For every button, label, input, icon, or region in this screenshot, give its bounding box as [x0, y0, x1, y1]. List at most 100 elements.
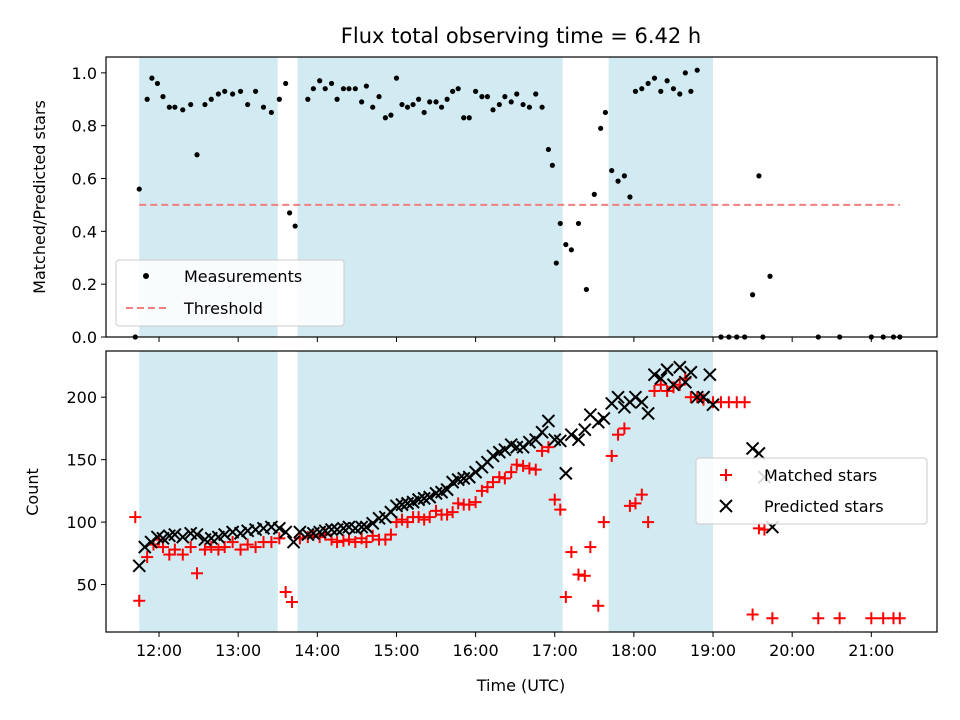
y-tick-label: 200: [66, 388, 97, 407]
y-tick-label: 0.8: [72, 117, 97, 136]
matched-star-point: [893, 612, 906, 625]
measurement-point: [575, 220, 582, 227]
predicted-star-point: [510, 440, 524, 454]
matched-star-point: [605, 449, 618, 462]
matched-star-point: [218, 541, 231, 554]
matched-star-point: [463, 498, 476, 511]
predicted-star-point: [286, 535, 301, 549]
x-tick-label: 20:00: [769, 641, 815, 660]
predicted-x-b: [583, 407, 598, 422]
predicted-x-b: [611, 390, 625, 404]
matched-star-point: [129, 511, 142, 524]
predicted-x-b: [440, 482, 454, 497]
predicted-x-b: [548, 432, 562, 447]
predicted-x-b: [641, 406, 655, 421]
predicted-x-b: [342, 520, 356, 534]
measurement-point: [322, 86, 328, 92]
measurement-point: [694, 67, 700, 73]
measurement-point: [317, 78, 323, 84]
predicted-star-point: [673, 360, 687, 374]
measurement-point: [222, 88, 228, 94]
matched-star-point: [168, 543, 181, 556]
measurement-point: [645, 80, 651, 87]
matched-star-point: [548, 493, 561, 506]
measurement-point: [230, 91, 236, 97]
measurement-point: [682, 70, 688, 76]
matched-star-point: [738, 396, 751, 409]
measurement-point: [370, 104, 376, 110]
top-y-axis-label: Matched/Predicted stars: [30, 100, 49, 294]
measurement-point: [376, 94, 382, 100]
bottom-legend-box: [695, 457, 928, 525]
predicted-x-b: [132, 559, 146, 573]
matched-star-point: [654, 378, 667, 391]
measurement-point: [767, 273, 773, 279]
measurement-point: [514, 91, 520, 97]
matched-star-point: [833, 612, 846, 625]
matched-star-point: [529, 463, 542, 476]
matched-star-point: [597, 516, 610, 529]
measurement-point: [553, 260, 559, 266]
measurement-point: [194, 152, 200, 158]
measurement-point: [202, 101, 208, 108]
matched-star-point: [133, 594, 146, 607]
measurement-point: [410, 101, 416, 108]
predicted-star-point: [611, 390, 625, 404]
measurement-point: [461, 115, 467, 121]
bottom-axis-ticks: 12:00 13:00 14:00 15:00 16:00 17:00 18:00 19:00…: [66, 388, 894, 660]
matched-star-point: [141, 551, 154, 564]
predicted-x-b: [564, 427, 579, 442]
matched-star-point: [766, 612, 779, 625]
measurement-point: [283, 80, 289, 87]
matched-star-point: [812, 612, 825, 625]
matched-star-point: [746, 608, 759, 621]
measurement-point: [346, 86, 352, 92]
predicted-star-point: [486, 449, 500, 463]
legend-threshold-label: Threshold: [183, 299, 263, 318]
x-tick-label: 15:00: [373, 641, 419, 660]
predicted-x-b: [486, 449, 500, 463]
predicted-star-point: [597, 411, 611, 426]
predicted-x-b: [684, 365, 698, 379]
matched-star-point: [758, 523, 771, 536]
matched-star-point: [176, 548, 189, 561]
predicted-x-b: [706, 397, 720, 412]
matched-star-point: [249, 541, 262, 554]
matched-star-point: [559, 591, 572, 604]
measurement-point: [160, 94, 166, 100]
measurement-point: [568, 247, 574, 253]
predicted-star-point: [359, 520, 374, 534]
predicted-star-point: [190, 527, 204, 542]
bottom-plot-frame: [105, 350, 938, 633]
measurement-point: [539, 104, 545, 110]
measurement-point: [545, 146, 552, 153]
measurement-point: [756, 173, 762, 179]
measurement-point: [615, 178, 621, 184]
measurement-point: [444, 96, 450, 102]
measurement-point: [502, 94, 508, 100]
measurement-point: [627, 194, 633, 200]
predicted-x-b: [183, 526, 198, 541]
predicted-star-point: [422, 490, 437, 504]
matched-star-point: [629, 497, 642, 510]
measurement-point: [292, 223, 298, 229]
measurement-point: [399, 101, 405, 108]
measurement-point: [632, 88, 639, 94]
y-tick-label: 0.6: [72, 170, 97, 189]
measurement-point: [557, 220, 563, 227]
measurement-point: [450, 88, 456, 94]
measurement-point: [438, 104, 445, 110]
measurement-point: [749, 292, 756, 298]
predicted-x-b: [690, 390, 704, 404]
measurement-point: [215, 91, 221, 97]
measurement-point: [479, 94, 485, 100]
measurement-point: [154, 80, 161, 87]
predicted-x-b: [678, 375, 693, 389]
measurement-point: [598, 125, 604, 131]
x-tick-label: 14:00: [294, 641, 340, 660]
predicted-x-b: [233, 526, 248, 541]
matched-star-point: [865, 612, 878, 625]
legend-predicted-marker: [719, 499, 733, 513]
y-tick-label: 50: [77, 576, 97, 595]
x-tick-label: 21:00: [848, 641, 894, 660]
